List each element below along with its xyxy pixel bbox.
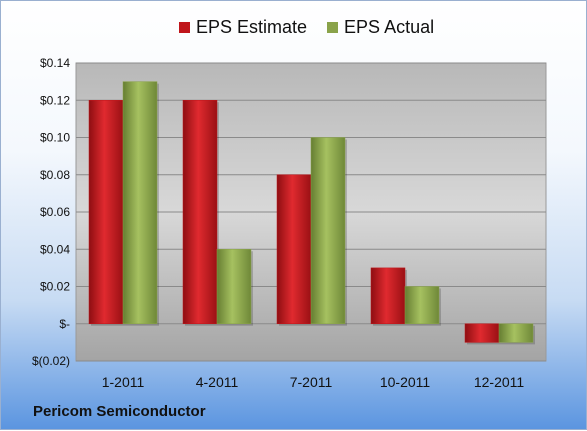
x-tick-label: 7-2011 <box>290 374 333 390</box>
y-tick-label: $0.06 <box>40 205 70 219</box>
legend-item-estimate: EPS Estimate <box>179 17 307 38</box>
bar-eps-estimate <box>88 100 124 324</box>
bar-eps-actual <box>404 286 440 324</box>
legend-swatch-actual <box>327 22 339 33</box>
bar-eps-actual <box>216 249 252 324</box>
legend-label-actual: EPS Actual <box>344 17 435 37</box>
y-tick-label: $(0.02) <box>32 354 70 368</box>
bar-eps-estimate <box>464 323 500 343</box>
legend-label-estimate: EPS Estimate <box>196 17 308 37</box>
x-tick-label: 12-2011 <box>474 374 525 390</box>
bar-eps-estimate <box>276 174 312 324</box>
bar-eps-estimate <box>182 100 218 324</box>
y-tick-label: $- <box>59 317 70 331</box>
y-tick-label: $0.12 <box>40 93 70 107</box>
bar-eps-actual <box>498 323 534 343</box>
legend: EPS Estimate EPS Actual <box>179 17 454 38</box>
y-tick-label: $0.08 <box>40 168 70 182</box>
company-name: Pericom Semiconductor <box>33 403 206 420</box>
legend-swatch-estimate <box>179 22 190 33</box>
legend-item-actual: EPS Actual <box>327 17 434 38</box>
y-tick-label: $0.14 <box>40 56 70 70</box>
x-tick-label: 1-2011 <box>102 374 145 390</box>
y-tick-label: $0.04 <box>40 242 70 256</box>
y-tick-label: $0.02 <box>40 280 70 294</box>
bar-eps-actual <box>310 137 346 324</box>
bar-eps-estimate <box>370 267 406 324</box>
y-tick-label: $0.10 <box>40 131 70 145</box>
x-tick-label: 10-2011 <box>380 374 431 390</box>
bar-eps-actual <box>122 81 158 324</box>
x-tick-label: 4-2011 <box>196 374 239 390</box>
